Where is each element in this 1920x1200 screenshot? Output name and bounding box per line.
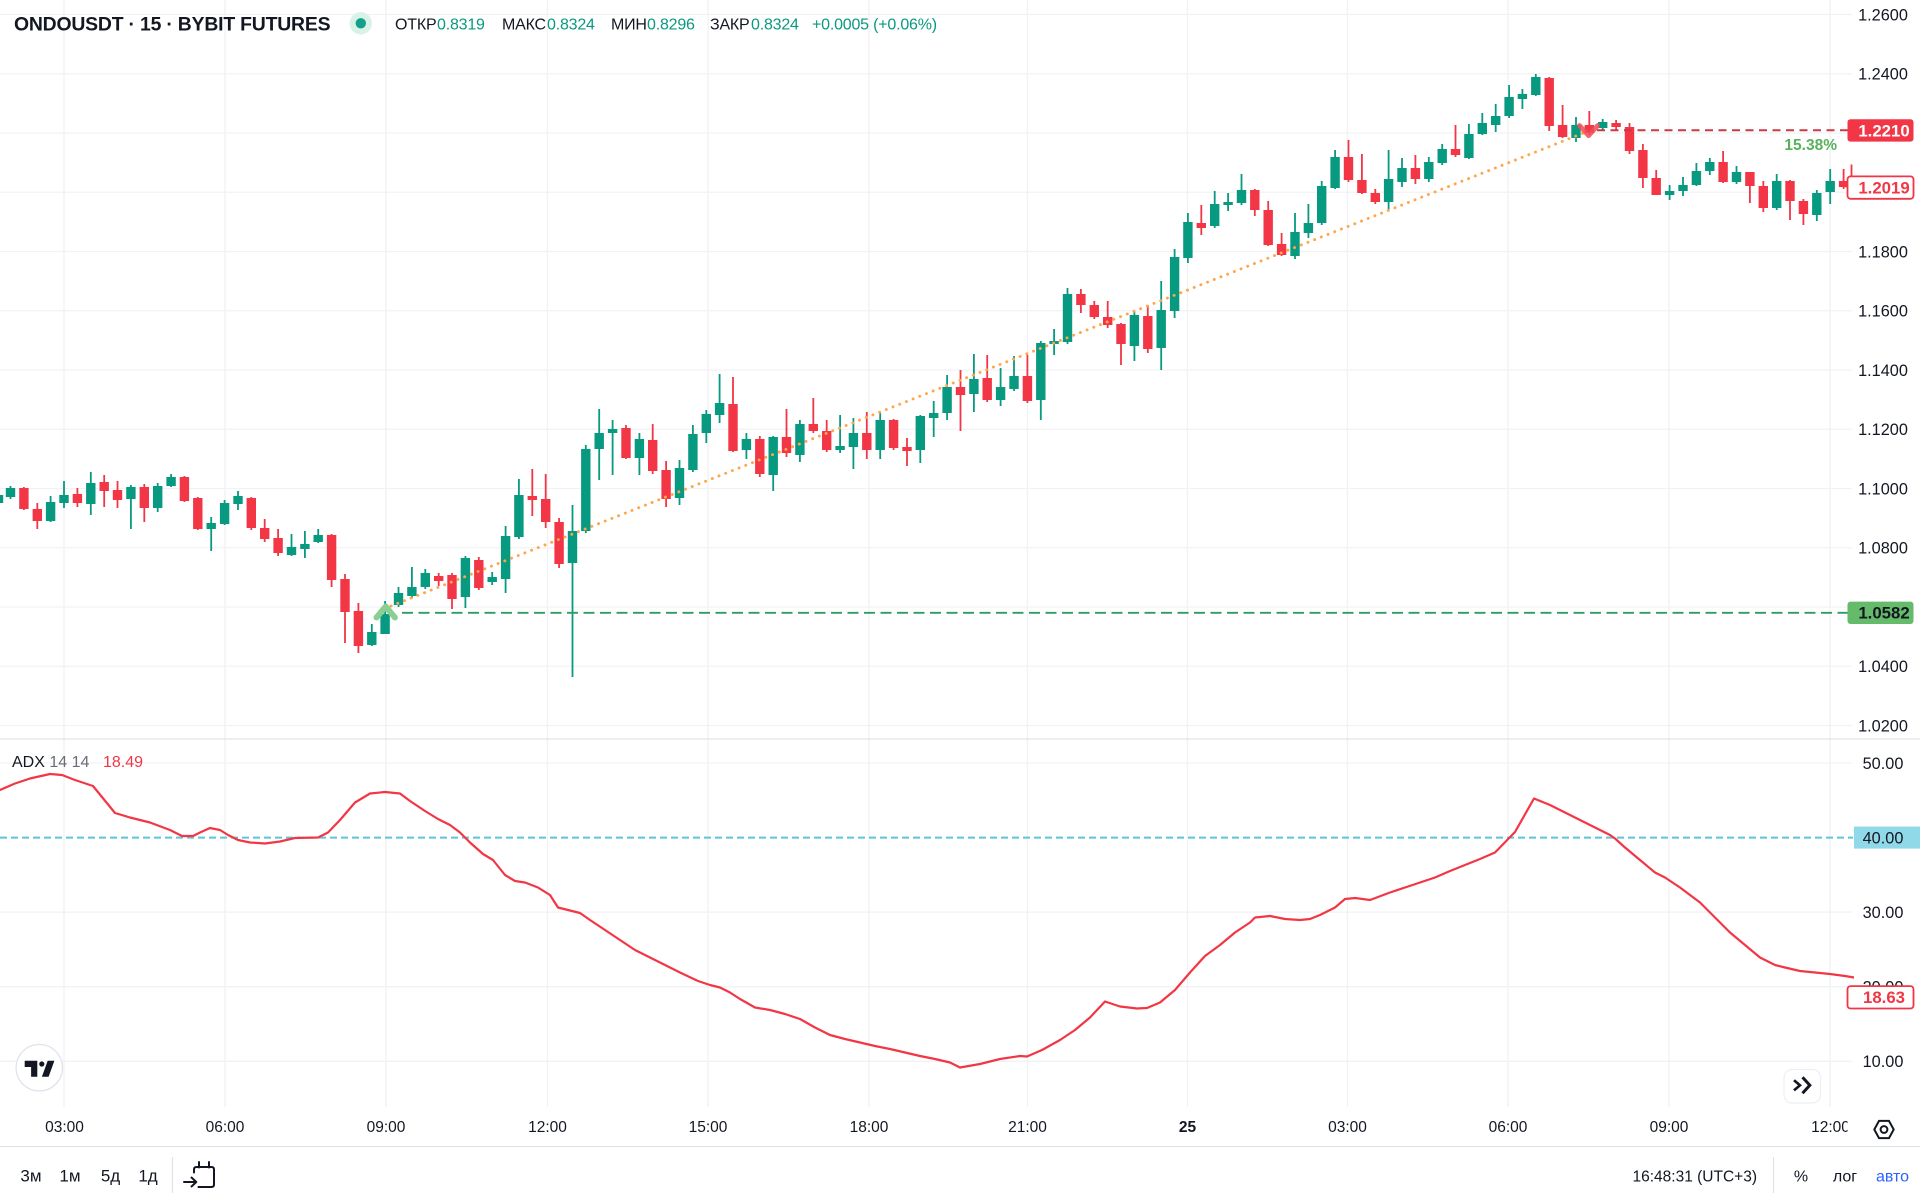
svg-text:0.8324: 0.8324 xyxy=(751,17,799,34)
svg-text:09:00: 09:00 xyxy=(367,1119,406,1136)
svg-text:ONDOUSDT · 15 · BYBIT FUTURES: ONDOUSDT · 15 · BYBIT FUTURES xyxy=(14,14,331,36)
svg-text:06:00: 06:00 xyxy=(1489,1119,1528,1136)
svg-text:30.00: 30.00 xyxy=(1863,904,1904,922)
svg-text:1.0800: 1.0800 xyxy=(1858,540,1908,558)
svg-text:18:00: 18:00 xyxy=(850,1119,889,1136)
svg-text:09:00: 09:00 xyxy=(1650,1119,1689,1136)
svg-text:1.1600: 1.1600 xyxy=(1858,303,1908,321)
svg-text:0.8296: 0.8296 xyxy=(647,17,695,34)
svg-text:18.63: 18.63 xyxy=(1863,988,1905,1007)
svg-text:03:00: 03:00 xyxy=(45,1119,84,1136)
svg-text:%: % xyxy=(1794,1169,1808,1186)
svg-text:1.2400: 1.2400 xyxy=(1858,66,1908,84)
svg-text:1.2019: 1.2019 xyxy=(1858,179,1909,198)
svg-text:3м: 3м xyxy=(20,1167,41,1186)
svg-text:1.2210: 1.2210 xyxy=(1858,121,1909,140)
svg-text:5д: 5д xyxy=(101,1167,120,1186)
svg-text:1.0582: 1.0582 xyxy=(1858,604,1909,623)
svg-text:1м: 1м xyxy=(59,1167,80,1186)
svg-text:1.1200: 1.1200 xyxy=(1858,421,1908,439)
svg-text:1.2600: 1.2600 xyxy=(1858,6,1908,24)
svg-text:18.49: 18.49 xyxy=(103,754,143,771)
svg-text:ОТКР: ОТКР xyxy=(395,17,436,34)
svg-text:16:48:31 (UTC+3): 16:48:31 (UTC+3) xyxy=(1633,1169,1758,1186)
svg-text:1д: 1д xyxy=(138,1167,157,1186)
svg-text:12:00: 12:00 xyxy=(528,1119,567,1136)
svg-text:1.0200: 1.0200 xyxy=(1858,717,1908,735)
svg-text:40.00: 40.00 xyxy=(1863,830,1904,848)
svg-text:1.0400: 1.0400 xyxy=(1858,658,1908,676)
svg-text:15.38%: 15.38% xyxy=(1784,137,1837,154)
svg-text:ADX 14 14: ADX 14 14 xyxy=(12,754,89,771)
svg-text:25: 25 xyxy=(1179,1119,1197,1136)
svg-text:+0.0005 (+0.06%): +0.0005 (+0.06%) xyxy=(812,17,937,34)
svg-text:1.1800: 1.1800 xyxy=(1858,243,1908,261)
svg-text:1.1000: 1.1000 xyxy=(1858,480,1908,498)
svg-text:50.00: 50.00 xyxy=(1863,755,1904,773)
svg-text:1.1400: 1.1400 xyxy=(1858,362,1908,380)
svg-text:10.00: 10.00 xyxy=(1863,1053,1904,1071)
svg-text:МАКС: МАКС xyxy=(502,17,546,34)
svg-text:0.8319: 0.8319 xyxy=(437,17,485,34)
svg-text:06:00: 06:00 xyxy=(206,1119,245,1136)
svg-text:15:00: 15:00 xyxy=(689,1119,728,1136)
svg-text:12:00: 12:00 xyxy=(1811,1119,1850,1136)
svg-text:авто: авто xyxy=(1876,1169,1909,1186)
svg-text:ЗАКР: ЗАКР xyxy=(710,17,750,34)
svg-text:0.8324: 0.8324 xyxy=(547,17,595,34)
svg-text:21:00: 21:00 xyxy=(1008,1119,1047,1136)
svg-text:03:00: 03:00 xyxy=(1328,1119,1367,1136)
svg-text:лог: лог xyxy=(1833,1169,1857,1186)
svg-text:МИН: МИН xyxy=(611,17,647,34)
